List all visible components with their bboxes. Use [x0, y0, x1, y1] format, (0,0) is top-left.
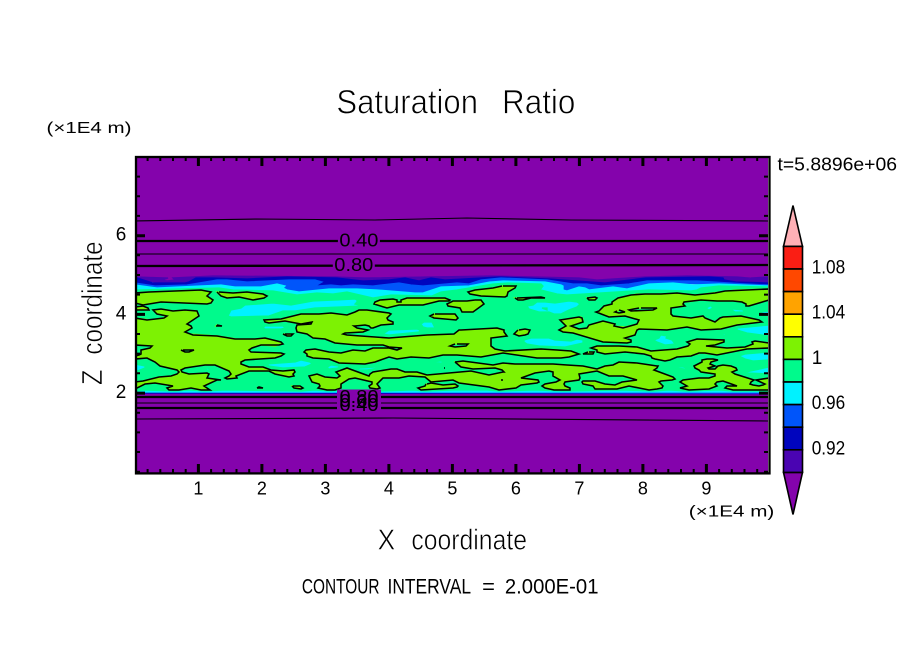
svg-text:0.80: 0.80: [340, 386, 379, 407]
svg-text:Z: Z: [77, 370, 109, 386]
svg-text:0.92: 0.92: [812, 438, 846, 459]
svg-text:(×1E4 m): (×1E4 m): [689, 504, 775, 521]
svg-text:9: 9: [701, 478, 711, 498]
svg-text:Saturation: Saturation: [336, 84, 478, 122]
svg-text:0.80: 0.80: [334, 254, 373, 275]
svg-text:0.40: 0.40: [340, 394, 379, 415]
svg-text:0.60: 0.60: [340, 390, 379, 411]
svg-text:0.96: 0.96: [812, 393, 846, 414]
svg-text:4: 4: [384, 478, 394, 498]
svg-text:INTERVAL: INTERVAL: [388, 576, 472, 599]
svg-text:1.08: 1.08: [812, 258, 846, 279]
svg-text:6: 6: [116, 225, 127, 246]
svg-text:2: 2: [116, 382, 127, 403]
svg-text:1: 1: [193, 478, 203, 498]
svg-text:7: 7: [574, 478, 584, 498]
svg-text:4: 4: [116, 303, 127, 324]
svg-text:2: 2: [257, 478, 267, 498]
svg-text:1.04: 1.04: [812, 303, 846, 324]
svg-text:3: 3: [320, 478, 330, 498]
svg-text:X: X: [378, 525, 396, 557]
svg-text:6: 6: [511, 478, 521, 498]
svg-text:8: 8: [638, 478, 648, 498]
svg-text:coordinate: coordinate: [411, 525, 527, 557]
svg-text:2.000E-01: 2.000E-01: [505, 576, 599, 599]
svg-text:coordinate: coordinate: [77, 241, 109, 354]
svg-text:0.40: 0.40: [339, 230, 378, 251]
svg-text:=: =: [482, 576, 495, 599]
svg-text:Ratio: Ratio: [502, 84, 575, 122]
svg-text:t=5.8896e+06: t=5.8896e+06: [778, 155, 898, 175]
svg-text:5: 5: [447, 478, 457, 498]
svg-text:CONTOUR: CONTOUR: [302, 576, 380, 599]
svg-text:(×1E4 m): (×1E4 m): [47, 120, 132, 137]
svg-text:1: 1: [812, 348, 823, 369]
